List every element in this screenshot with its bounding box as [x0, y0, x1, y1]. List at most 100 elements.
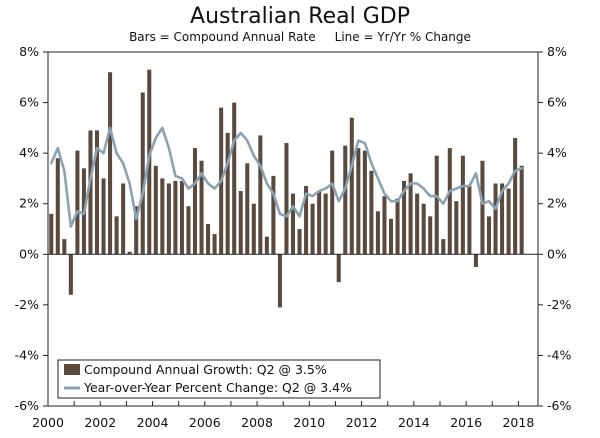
bar: [447, 148, 452, 255]
bar: [206, 223, 211, 255]
x-tick-label: 2014: [398, 415, 430, 430]
bar: [382, 196, 387, 255]
bar: [402, 180, 407, 255]
y-tick-label-right: 6%: [547, 95, 567, 110]
bar: [251, 203, 256, 255]
y-tick-label-left: 6%: [19, 95, 39, 110]
bar: [395, 198, 400, 255]
bar: [343, 145, 348, 255]
y-tick-label-left: -4%: [15, 347, 39, 362]
y-tick-label-left: -6%: [15, 398, 39, 413]
y-tick-label-left: 8%: [19, 44, 39, 59]
bar: [173, 180, 178, 255]
legend-line-label: Year-over-Year Percent Change: Q2 @ 3.4%: [83, 380, 352, 395]
x-tick-label: 2010: [293, 415, 325, 430]
bar: [108, 72, 113, 255]
bar: [473, 254, 478, 267]
bar: [480, 160, 485, 255]
bar: [68, 254, 73, 295]
yoy-line: [49, 126, 523, 228]
x-tick-label: 2008: [241, 415, 273, 430]
bar: [349, 117, 354, 255]
bar: [460, 155, 465, 255]
x-tick-label: 2006: [189, 415, 221, 430]
bar: [421, 203, 426, 255]
bar: [212, 234, 217, 255]
line-series-group: [49, 126, 523, 228]
legend: Compound Annual Growth: Q2 @ 3.5% Year-o…: [57, 359, 381, 399]
legend-bar-label: Compound Annual Growth: Q2 @ 3.5%: [84, 362, 327, 377]
bar: [297, 229, 302, 255]
bar: [388, 218, 394, 255]
bar: [101, 178, 106, 255]
bar: [55, 158, 60, 255]
bar: [75, 150, 80, 255]
bar: [519, 165, 524, 255]
bar: [94, 130, 100, 255]
chart-title: Australian Real GDP: [190, 4, 410, 29]
bar: [140, 92, 145, 255]
x-tick-label: 2002: [84, 415, 116, 430]
bar: [336, 254, 341, 283]
legend-bar-swatch: [64, 364, 80, 375]
bar: [127, 251, 132, 255]
bar: [284, 143, 289, 255]
bar: [238, 191, 243, 255]
bar: [134, 206, 139, 255]
bar: [258, 135, 263, 255]
bar: [441, 239, 446, 255]
bar: [62, 239, 67, 255]
bar: [369, 170, 374, 255]
y-tick-label-left: 0%: [19, 246, 39, 261]
bar: [179, 180, 184, 255]
y-tick-label-right: 8%: [547, 44, 567, 59]
y-tick-label-right: 2%: [547, 196, 567, 211]
bar: [362, 150, 367, 255]
x-tick-label: 2004: [137, 415, 169, 430]
bar: [513, 137, 518, 255]
bar: [271, 175, 276, 255]
bar: [160, 178, 165, 255]
bar: [375, 211, 380, 255]
y-tick-label-right: -4%: [547, 347, 571, 362]
bar: [493, 183, 498, 255]
bar: [317, 191, 322, 255]
y-tick-label-right: -2%: [547, 297, 571, 312]
bar: [415, 193, 420, 255]
y-tick-label-left: 2%: [19, 196, 39, 211]
x-tick-label: 2018: [502, 415, 534, 430]
bar: [454, 201, 459, 255]
bar: [166, 183, 171, 255]
bar: [323, 193, 328, 255]
plot-frame: [47, 51, 539, 407]
x-tick-label: 2012: [346, 415, 378, 430]
bar: [428, 216, 433, 255]
bar: [88, 130, 93, 255]
y-tick-label-right: 4%: [547, 145, 567, 160]
bar: [186, 206, 191, 255]
bar: [500, 183, 505, 255]
bar: [290, 193, 296, 255]
bar: [199, 160, 204, 255]
legend-box: [57, 359, 381, 399]
x-tick-label: 2000: [32, 415, 64, 430]
axes: -6% -6% -4% -4% -2% -2% 0% 0% 2% 2% 4% 4% 6% 6% 8% 8% 20…: [15, 44, 572, 430]
bar: [153, 165, 158, 255]
bar: [434, 155, 439, 255]
bar: [277, 254, 282, 308]
bar: [356, 148, 361, 255]
y-tick-label-left: -2%: [15, 297, 39, 312]
bar: [264, 236, 269, 255]
bar: [506, 188, 511, 255]
bar: [49, 213, 54, 255]
bar: [304, 186, 309, 255]
chart-subtitle: Bars = Compound Annual Rate Line = Yr/Yr…: [129, 30, 471, 44]
bar: [225, 132, 230, 255]
bar: [121, 183, 126, 255]
x-tick-label: 2016: [450, 415, 482, 430]
bar: [408, 173, 413, 255]
bar: [330, 150, 335, 255]
bar: [192, 148, 198, 255]
bar: [232, 102, 237, 255]
